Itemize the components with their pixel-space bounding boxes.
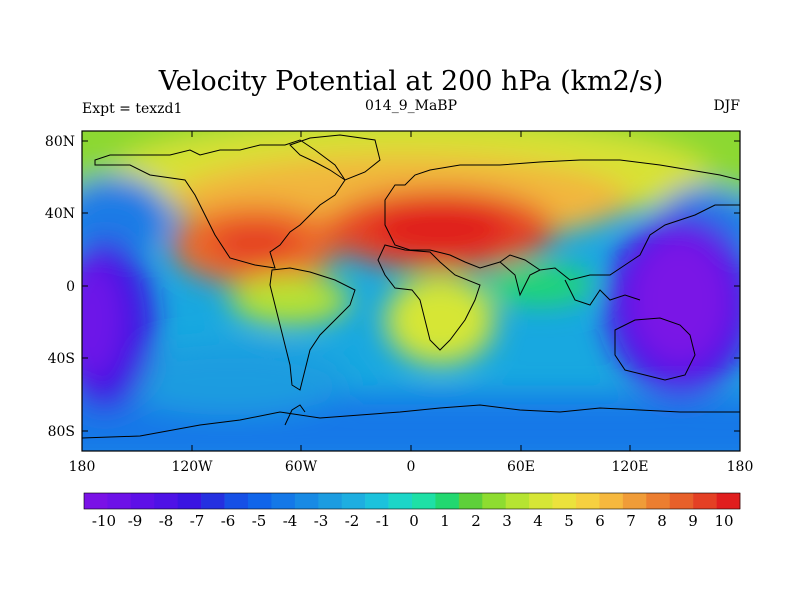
colorbar-swatch xyxy=(318,493,343,509)
field-dateline-core xyxy=(82,260,124,380)
coastline-eurasia xyxy=(384,159,740,281)
right-string: DJF xyxy=(713,98,740,114)
colorbar-swatch xyxy=(271,493,296,509)
coastline-greenland xyxy=(289,134,381,181)
colorbar-swatch xyxy=(177,493,202,509)
colorbar-label: -10 xyxy=(92,512,116,530)
coastline-india xyxy=(499,261,541,297)
colorbar-swatch xyxy=(599,493,624,509)
colorbar-swatch xyxy=(552,493,577,509)
colorbar-label: 5 xyxy=(564,512,574,530)
colorbar-label: 1 xyxy=(440,512,450,530)
y-axis-labels: 80N 40N 0 40S 80S xyxy=(45,134,75,440)
colorbar-swatch xyxy=(294,493,319,509)
field-south-america-tongue xyxy=(230,275,350,325)
field-south-africa-tongue xyxy=(385,275,495,365)
colorbar-label: 4 xyxy=(533,512,543,530)
coastline-south-america xyxy=(269,267,356,391)
colorbar-label: -4 xyxy=(283,512,298,530)
coastline-australia xyxy=(614,317,696,381)
field-south-pacific xyxy=(110,345,350,415)
center-string: 014_9_MaBP xyxy=(365,98,457,114)
colorbar-label: 0 xyxy=(409,512,419,530)
colorbar-label: 8 xyxy=(657,512,667,530)
left-string: Expt = texzd1 xyxy=(82,101,182,117)
field-west-pacific-core xyxy=(630,235,730,365)
colorbar-label: 10 xyxy=(714,512,733,530)
colorbar-swatch xyxy=(458,493,483,509)
colorbar-swatch xyxy=(576,493,600,509)
y-tick-label: 80N xyxy=(45,134,75,150)
colorbar-swatch xyxy=(435,493,460,509)
colorbar-swatch xyxy=(669,493,694,509)
field-africa-core xyxy=(370,203,510,253)
colorbar-label: 9 xyxy=(688,512,698,530)
colorbar-swatch xyxy=(224,493,249,509)
coastline-antarctica xyxy=(82,404,740,439)
colorbar-swatch xyxy=(341,493,366,509)
x-axis-labels: 180 120W 60W 0 60E 120E 180 xyxy=(69,459,754,475)
colorbar-label: -5 xyxy=(252,512,267,530)
y-tick-label: 40S xyxy=(48,351,75,367)
colorbar-swatch xyxy=(388,493,413,509)
colorbar xyxy=(83,492,741,510)
colorbar-label: -1 xyxy=(376,512,391,530)
field-americas-core xyxy=(210,225,300,261)
colorbar-label: -7 xyxy=(190,512,205,530)
colorbar-outline xyxy=(83,492,741,510)
y-tick-label: 80S xyxy=(48,424,75,440)
tick-marks xyxy=(81,131,741,451)
coastline-antarctic-peninsula xyxy=(284,404,306,426)
colorbar-labels: -10 -9 -8 -7 -6 -5 -4 -3 -2 -1 0 1 2 3 4 5 6 7 8 9 10 xyxy=(92,512,734,530)
colorbar-swatch xyxy=(154,493,179,509)
colorbar-label: -2 xyxy=(345,512,360,530)
contour-field xyxy=(82,131,740,451)
colorbar-swatch xyxy=(365,493,389,509)
colorbar-swatch xyxy=(646,493,671,509)
map-title: Velocity Potential at 200 hPa (km2/s) xyxy=(158,66,664,97)
colorbar-label: -6 xyxy=(221,512,236,530)
colorbar-swatch xyxy=(412,493,436,509)
colorbar-swatch xyxy=(505,493,530,509)
y-tick-label: 0 xyxy=(66,279,75,295)
colorbar-swatch xyxy=(84,493,108,509)
x-tick-label: 120E xyxy=(612,459,649,475)
x-tick-label: 180 xyxy=(69,459,96,475)
field-npac-low xyxy=(82,175,170,255)
x-tick-label: 60E xyxy=(507,459,535,475)
colorbar-swatch xyxy=(248,493,272,509)
x-tick-label: 120W xyxy=(171,459,213,475)
y-tick-label: 40N xyxy=(45,206,75,222)
x-tick-label: 180 xyxy=(727,459,754,475)
colorbar-label: 2 xyxy=(471,512,481,530)
colorbar-swatch xyxy=(693,493,717,509)
coastline-africa xyxy=(377,244,481,351)
colorbar-swatch xyxy=(107,493,132,509)
field-indian-ocean xyxy=(485,265,595,305)
colorbar-swatch xyxy=(201,493,225,509)
coastline-se-asia xyxy=(564,279,641,306)
colorbar-label: -3 xyxy=(314,512,329,530)
colorbar-swatch xyxy=(529,493,553,509)
colorbar-label: 7 xyxy=(626,512,636,530)
colorbar-label: -8 xyxy=(159,512,174,530)
colorbar-label: -9 xyxy=(128,512,143,530)
coastlines xyxy=(82,134,740,439)
coastline-north-america xyxy=(94,139,346,269)
x-tick-label: 60W xyxy=(285,459,318,475)
colorbar-swatch xyxy=(130,493,155,509)
colorbar-swatch xyxy=(622,493,647,509)
colorbar-swatch xyxy=(716,493,741,509)
colorbar-label: 3 xyxy=(502,512,512,530)
x-tick-label: 0 xyxy=(407,459,416,475)
colorbar-label: 6 xyxy=(595,512,605,530)
colorbar-swatch xyxy=(482,493,507,509)
